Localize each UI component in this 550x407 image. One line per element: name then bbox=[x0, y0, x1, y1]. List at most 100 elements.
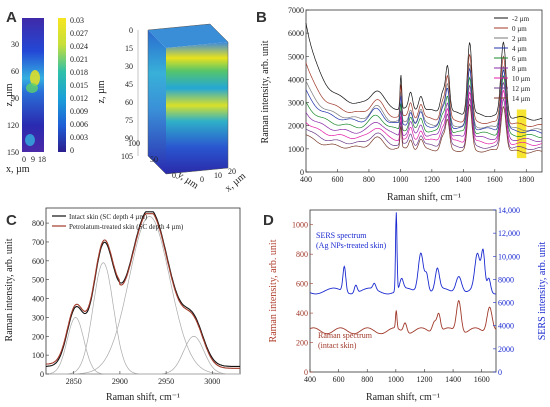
spectrum-line bbox=[305, 62, 543, 132]
y-tick-label: 600 bbox=[296, 280, 308, 289]
y-right-tick-label: 8000 bbox=[498, 275, 514, 284]
x-axis-label-b: Raman shift, cm⁻¹ bbox=[387, 192, 461, 203]
fit-band-curve bbox=[46, 335, 240, 375]
volume-x-tick-label: 10 bbox=[214, 171, 222, 180]
map2d-x-tick-label: 9 bbox=[31, 155, 35, 164]
x-tick-label: 3000 bbox=[204, 377, 220, 386]
x-tick-label: 1000 bbox=[388, 375, 404, 384]
panel-b: 400 600 800 1000 1200 1400 1600 1800 0 1000 2000 30… bbox=[260, 6, 543, 203]
map-hotspot bbox=[25, 134, 35, 146]
colorbar-tick-label: 0.015 bbox=[70, 81, 88, 90]
colorbar-tick-label: 0.024 bbox=[70, 42, 88, 51]
x-tick-label: 2850 bbox=[66, 377, 82, 386]
volume-z-tick-label: 15 bbox=[125, 44, 133, 53]
spectrum-line bbox=[305, 54, 543, 127]
spectrum-line bbox=[305, 67, 543, 134]
y-tick-label: 1000 bbox=[292, 221, 308, 230]
legend-label: -2 µm bbox=[512, 15, 530, 23]
y-right-tick-label: 14,000 bbox=[498, 206, 520, 215]
y-tick-label: 700 bbox=[32, 238, 44, 247]
y-tick-label: 0 bbox=[304, 368, 308, 377]
spectra-c bbox=[45, 211, 240, 375]
colorbar-tick-label: 0.003 bbox=[70, 133, 88, 142]
spectrum-line bbox=[309, 300, 497, 335]
spectrum-line bbox=[309, 212, 496, 295]
colorbar-ticks: 0.03 0.027 0.024 0.021 0.018 0.015 0.012 0.009 0… bbox=[70, 16, 88, 155]
raman-annotation-line2: (intact skin) bbox=[318, 341, 357, 350]
map2d-z-tick-label: 90 bbox=[11, 94, 19, 103]
y-axis-right-label-d: SERS intensity, arb. unit bbox=[537, 242, 548, 341]
spectrum-line bbox=[305, 75, 542, 139]
y-tick-label: 600 bbox=[32, 257, 44, 266]
colorbar-tick-label: 0.009 bbox=[70, 107, 88, 116]
colorbar-tick-label: 0 bbox=[70, 146, 74, 155]
map2d-z-tick-label: 30 bbox=[11, 40, 19, 49]
legend-label: 10 µm bbox=[512, 75, 531, 83]
volume-ticks: 0 15 30 45 60 75 90 105 100 50 0 0 10 20 bbox=[121, 26, 236, 184]
legend-label: 6 µm bbox=[512, 55, 527, 63]
y-tick-label: 200 bbox=[296, 339, 308, 348]
legend-label: 4 µm bbox=[512, 45, 527, 53]
volume-side-face bbox=[148, 30, 166, 174]
volume-y-tick-label: 50 bbox=[150, 155, 158, 164]
panel-label-c: C bbox=[6, 212, 17, 229]
map-hotspot bbox=[26, 83, 38, 93]
volume-top-face bbox=[148, 24, 228, 48]
panel-c: 2850 2900 2950 3000 0 100 200 300 400 500 600 700 80… bbox=[4, 207, 241, 403]
y-tick-label: 100 bbox=[32, 351, 44, 360]
legend-label: 14 µm bbox=[512, 95, 531, 103]
legend-b: -2 µm 0 µm 2 µm 4 µm 6 µm 8 µm 10 µm 12 µm 14 µm bbox=[494, 15, 531, 103]
x-tick-label: 800 bbox=[363, 175, 375, 184]
plot-frame-d bbox=[309, 209, 497, 373]
x-tick-label: 1000 bbox=[392, 175, 408, 184]
colorbar-tick-label: 0.027 bbox=[70, 29, 88, 38]
map-hotspot bbox=[30, 70, 40, 86]
volume-z-tick-label: 0 bbox=[129, 26, 133, 35]
volume-x-label: x, µm bbox=[223, 171, 248, 195]
volume-z-label: z, µm bbox=[96, 80, 107, 103]
y-tick-label: 7000 bbox=[288, 6, 304, 15]
y-tick-label: 800 bbox=[296, 250, 308, 259]
volume-z-tick-label: 45 bbox=[125, 80, 133, 89]
colorbar-tick-label: 0.021 bbox=[70, 55, 88, 64]
legend-label: 0 µm bbox=[512, 25, 527, 33]
volume-x-tick-label: 20 bbox=[228, 167, 236, 176]
x-tick-label: 1200 bbox=[424, 175, 440, 184]
x-tick-label: 1400 bbox=[455, 175, 471, 184]
spectra-d bbox=[309, 212, 497, 335]
spectrum-line bbox=[305, 97, 542, 150]
colorbar bbox=[58, 18, 66, 152]
y-tick-label: 500 bbox=[32, 276, 44, 285]
spectra-b bbox=[305, 22, 543, 154]
volume-y-label: y, µm bbox=[175, 169, 200, 191]
y-tick-label: 300 bbox=[32, 313, 44, 322]
fit-band-curve bbox=[46, 216, 240, 375]
x-tick-label: 400 bbox=[304, 375, 316, 384]
y-right-tick-label: 2000 bbox=[498, 345, 514, 354]
y-tick-label: 200 bbox=[32, 332, 44, 341]
map2d-z-tick-label: 120 bbox=[7, 121, 19, 130]
y-tick-label: 4000 bbox=[288, 75, 304, 84]
x-tick-label: 1200 bbox=[416, 375, 432, 384]
volume-z-tick-label: 90 bbox=[125, 134, 133, 143]
y-tick-label: 800 bbox=[32, 219, 44, 228]
spectrum-line bbox=[305, 22, 543, 121]
x-tick-label: 1600 bbox=[487, 175, 503, 184]
y-tick-label: 0 bbox=[300, 168, 304, 177]
x-tick-label: 2900 bbox=[112, 377, 128, 386]
x-tick-label: 600 bbox=[333, 375, 345, 384]
highlight-band bbox=[516, 109, 527, 159]
panel-label-b: B bbox=[256, 9, 267, 26]
y-axis-label-d: Raman intensity, arb. unit bbox=[268, 239, 279, 342]
x-axis-label-d: Raman shift, cm⁻¹ bbox=[366, 392, 440, 403]
x-tick-label: 1600 bbox=[474, 375, 490, 384]
x-tick-label: 2950 bbox=[158, 377, 174, 386]
spectrum-line bbox=[45, 211, 240, 367]
x-tick-label: 600 bbox=[331, 175, 343, 184]
volume-z-tick-label: 75 bbox=[125, 116, 133, 125]
spectrum-line bbox=[305, 89, 543, 146]
x-tick-label: 1800 bbox=[518, 175, 534, 184]
x-axis-label-c: Raman shift, cm⁻¹ bbox=[106, 392, 180, 403]
